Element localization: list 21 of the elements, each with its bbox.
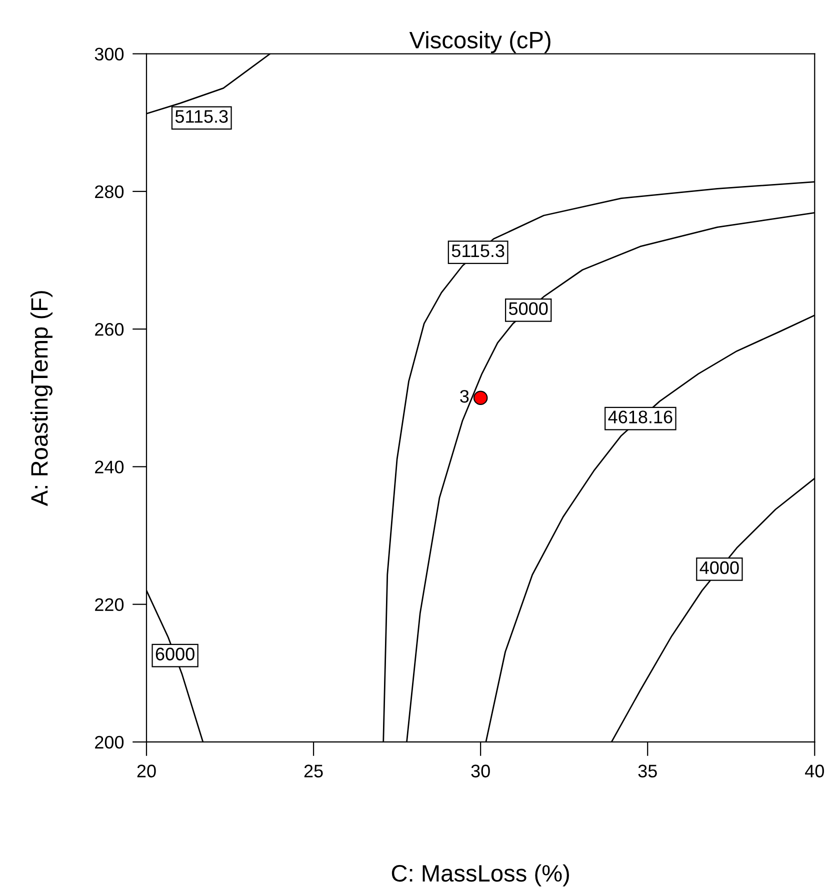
series-label: 5115.3 [452,244,504,258]
x-tick-label: 30 [471,764,490,778]
x-tick-label: 40 [805,764,824,778]
x-tick-label: 25 [304,764,323,778]
x-axis-title: C: MassLoss (%) [392,864,569,886]
y-tick-label: 200 [95,736,124,749]
annotation: 3 [460,390,469,403]
series-label: 6000 [156,648,194,660]
y-tick-label: 280 [95,185,124,198]
y-tick-label: 300 [94,48,124,61]
x-tick-label: 20 [137,764,156,778]
chart-title: Viscosity (cP) [409,31,550,54]
series-label: 4618.16 [608,410,672,424]
y-tick-label: 240 [95,460,124,474]
y-tick-label: 220 [95,598,124,612]
series-label: 5115.3 [175,110,228,123]
series-label: 5000 [508,302,548,315]
x-tick-label: 35 [638,764,657,778]
y-axis-title: A: RoastingTemp (F) [30,291,52,506]
series-label: 4000 [700,561,739,574]
y-tick-label: 260 [95,322,124,336]
